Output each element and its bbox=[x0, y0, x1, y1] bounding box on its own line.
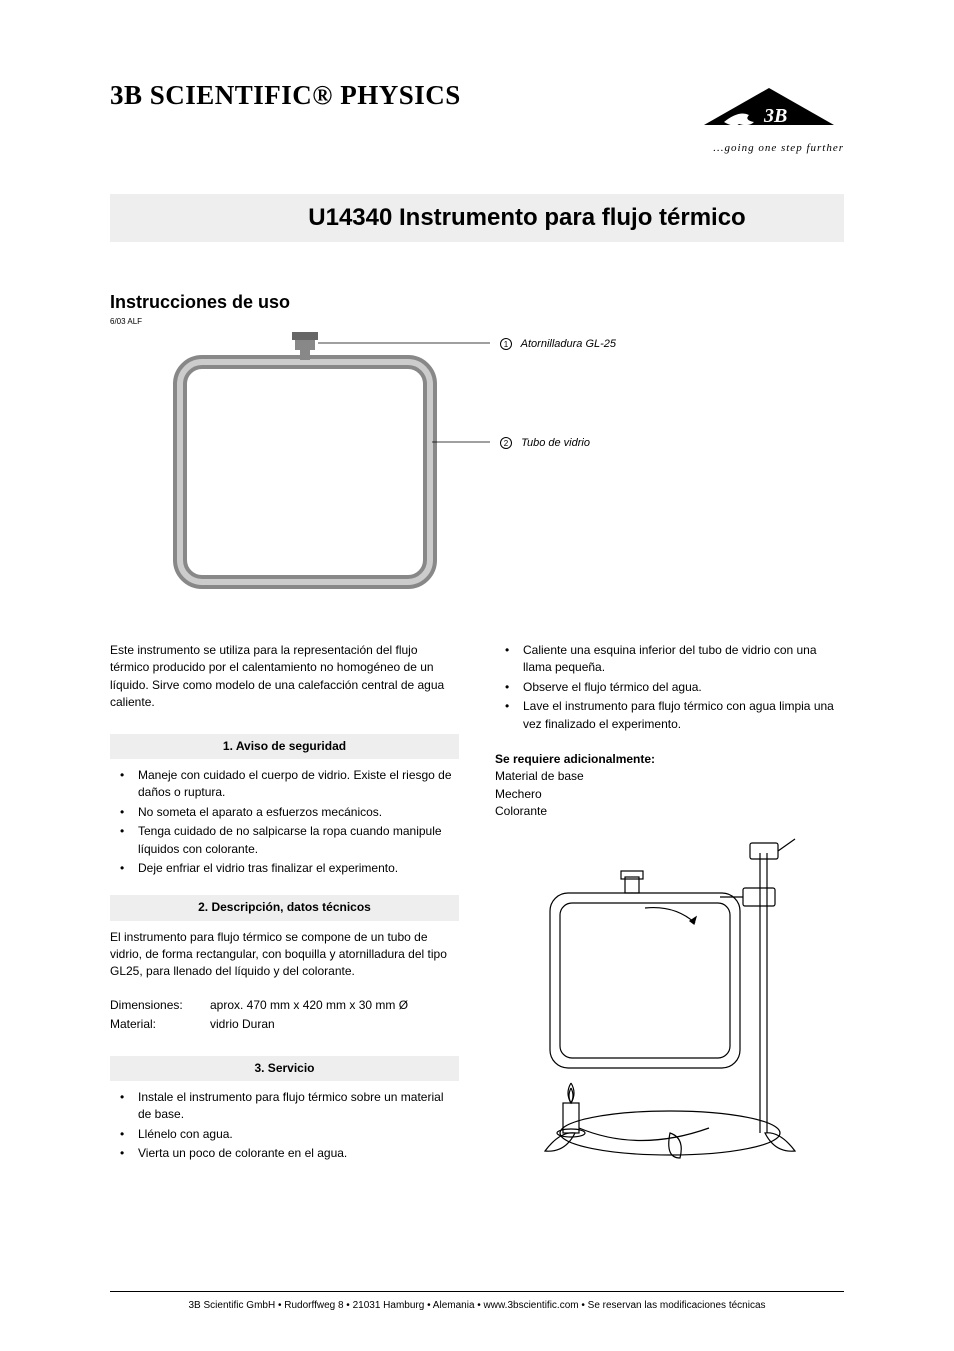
list-item: Instale el instrumento para flujo térmic… bbox=[114, 1089, 459, 1124]
brand-tagline: ...going one step further bbox=[694, 142, 844, 154]
svg-text:3B: 3B bbox=[763, 105, 787, 127]
list-item: Deje enfriar el vidrio tras finalizar el… bbox=[114, 860, 459, 877]
list-item: Vierta un poco de colorante en el agua. bbox=[114, 1145, 459, 1162]
callout-number: 1 bbox=[500, 338, 512, 350]
intro-paragraph: Este instrumento se utiliza para la repr… bbox=[110, 642, 459, 712]
service-list-right: Caliente una esquina inferior del tubo d… bbox=[495, 642, 844, 733]
additional-block: Se requiere adicionalmente: Material de … bbox=[495, 751, 844, 821]
spec-label: Dimensiones: bbox=[110, 997, 210, 1014]
list-item: Observe el flujo térmico del agua. bbox=[499, 679, 844, 696]
brand-title: 3B SCIENTIFIC® PHYSICS bbox=[110, 80, 461, 111]
list-item: Maneje con cuidado el cuerpo de vidrio. … bbox=[114, 767, 459, 802]
service-list-left: Instale el instrumento para flujo térmic… bbox=[110, 1089, 459, 1163]
list-item: Lave el instrumento para flujo térmico c… bbox=[499, 698, 844, 733]
brand-logo-icon: 3B bbox=[694, 80, 844, 135]
main-diagram: 1 Atornilladura GL-25 2 Tubo de vidrio bbox=[110, 332, 844, 612]
spec-row: Material: vidrio Duran bbox=[110, 1016, 459, 1033]
spec-label: Material: bbox=[110, 1016, 210, 1033]
list-item: Caliente una esquina inferior del tubo d… bbox=[499, 642, 844, 677]
spec-value: aprox. 470 mm x 420 mm x 30 mm Ø bbox=[210, 997, 408, 1014]
setup-diagram bbox=[495, 833, 844, 1168]
spec-row: Dimensiones: aprox. 470 mm x 420 mm x 30… bbox=[110, 997, 459, 1014]
section-heading-description: 2. Descripción, datos técnicos bbox=[110, 895, 459, 920]
additional-item: Mechero bbox=[495, 786, 844, 803]
additional-title: Se requiere adicionalmente: bbox=[495, 751, 844, 768]
right-column: Caliente una esquina inferior del tubo d… bbox=[495, 642, 844, 1181]
spec-value: vidrio Duran bbox=[210, 1016, 275, 1033]
additional-item: Colorante bbox=[495, 803, 844, 820]
list-item: Tenga cuidado de no salpicarse la ropa c… bbox=[114, 823, 459, 858]
diagram-callout-2: 2 Tubo de vidrio bbox=[500, 437, 590, 449]
safety-list: Maneje con cuidado el cuerpo de vidrio. … bbox=[110, 767, 459, 877]
instructions-heading: Instrucciones de uso bbox=[110, 292, 844, 313]
section-heading-service: 3. Servicio bbox=[110, 1056, 459, 1081]
callout-number: 2 bbox=[500, 437, 512, 449]
additional-item: Material de base bbox=[495, 768, 844, 785]
diagram-callout-1: 1 Atornilladura GL-25 bbox=[500, 338, 616, 350]
logo-block: 3B ...going one step further bbox=[694, 80, 844, 154]
page-footer: 3B Scientific GmbH • Rudorffweg 8 • 2103… bbox=[110, 1291, 844, 1311]
page-header: 3B SCIENTIFIC® PHYSICS 3B ...going one s… bbox=[110, 80, 844, 154]
callout-label: Atornilladura GL-25 bbox=[521, 338, 616, 350]
left-column: Este instrumento se utiliza para la repr… bbox=[110, 642, 459, 1181]
section-heading-safety: 1. Aviso de seguridad bbox=[110, 734, 459, 759]
list-item: No someta el aparato a esfuerzos mecánic… bbox=[114, 804, 459, 821]
callout-label: Tubo de vidrio bbox=[521, 437, 590, 449]
body-columns: Este instrumento se utiliza para la repr… bbox=[110, 642, 844, 1181]
description-paragraph: El instrumento para flujo térmico se com… bbox=[110, 929, 459, 981]
list-item: Llénelo con agua. bbox=[114, 1126, 459, 1143]
doc-reference: 6/03 ALF bbox=[110, 317, 844, 326]
spec-block: Dimensiones: aprox. 470 mm x 420 mm x 30… bbox=[110, 997, 459, 1034]
product-title: U14340 Instrumento para flujo térmico bbox=[110, 194, 844, 242]
